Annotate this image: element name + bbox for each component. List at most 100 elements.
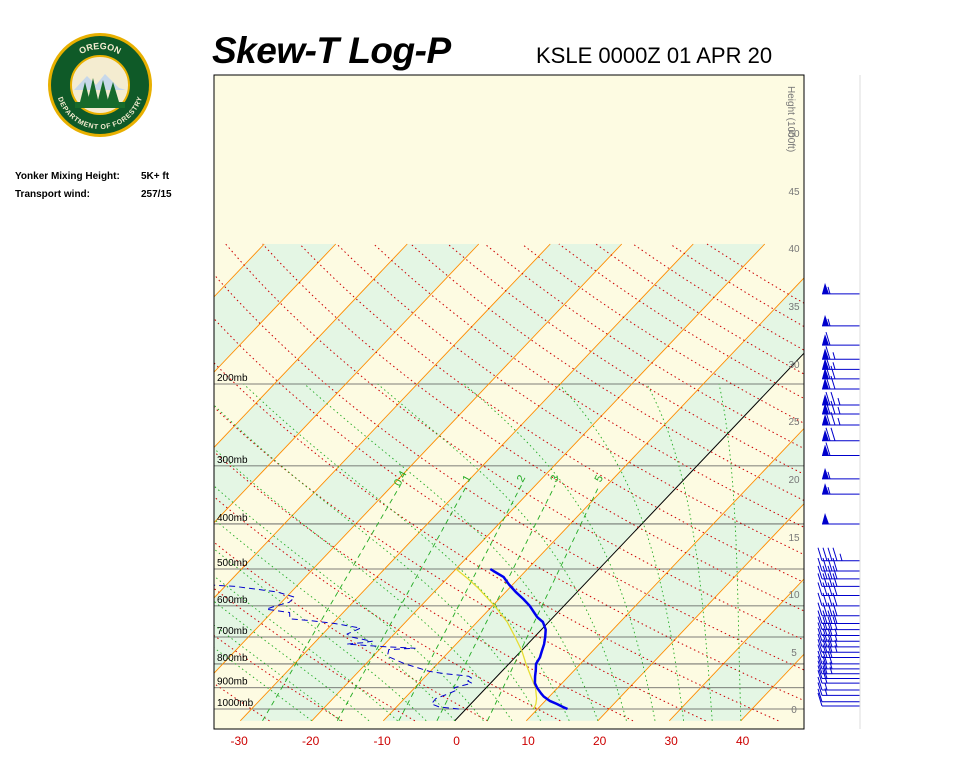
transport-wind-label: Transport wind: xyxy=(15,189,90,200)
isotherm-line xyxy=(214,243,551,599)
temperature-tick-label: 40 xyxy=(736,734,750,748)
wind-barb xyxy=(822,282,860,295)
dry-adiabat-line xyxy=(214,451,634,722)
isotherm-line xyxy=(668,578,804,722)
height-tick-label: 45 xyxy=(788,187,800,198)
wind-barb xyxy=(817,592,860,607)
isotherm-line xyxy=(597,503,804,722)
temperature-tick-label: -30 xyxy=(230,734,248,748)
pressure-label: 500mb xyxy=(217,558,248,569)
wind-barb xyxy=(817,670,860,684)
pressure-label: 400mb xyxy=(217,513,248,524)
isotherm-line xyxy=(0,244,121,721)
isotherm-band xyxy=(0,244,50,721)
isotherm-line xyxy=(214,243,480,524)
wind-barb xyxy=(817,676,860,691)
wind-barb xyxy=(822,391,860,406)
height-tick-label: 10 xyxy=(788,590,800,601)
dry-adiabat-line xyxy=(214,682,270,722)
wind-barb xyxy=(822,346,860,360)
temperature-tick-label: -20 xyxy=(302,734,320,748)
pressure-label: 900mb xyxy=(217,677,248,688)
moist-adiabat-line xyxy=(214,485,484,722)
wind-barb xyxy=(822,314,860,327)
wind-barb xyxy=(822,442,860,457)
wind-barb xyxy=(817,650,860,665)
isotherm-band xyxy=(0,244,193,721)
zero-isotherm-line xyxy=(454,352,804,722)
moist-adiabat-line xyxy=(464,383,656,721)
isotherm-line xyxy=(239,243,694,722)
logo-ground xyxy=(75,102,125,108)
wind-barb xyxy=(822,512,860,525)
moist-adiabat-line xyxy=(304,383,599,721)
dry-adiabat-line xyxy=(214,317,804,702)
pressure-label: 800mb xyxy=(217,653,248,664)
wind-barb xyxy=(817,692,860,707)
height-tick-label: 15 xyxy=(788,533,800,544)
height-tick-label: 40 xyxy=(788,244,800,255)
plot-frame xyxy=(213,74,805,730)
station-time-label: KSLE 0000Z 01 APR 20 xyxy=(536,43,773,68)
dry-adiabat-line xyxy=(0,244,197,721)
wind-barb xyxy=(817,639,860,653)
wind-barb xyxy=(817,665,860,680)
dry-adiabat-line xyxy=(214,406,706,722)
isotherm-line xyxy=(525,427,804,722)
pressure-label: 700mb xyxy=(217,626,248,637)
wind-barb xyxy=(822,483,860,495)
moist-adiabat-line xyxy=(243,383,570,721)
moist-adiabat-line xyxy=(214,575,398,722)
mixing-ratio-label: 5 xyxy=(593,473,606,484)
moist-adiabat-line xyxy=(214,518,456,722)
pressure-label: 600mb xyxy=(217,595,248,606)
wind-barb xyxy=(822,427,860,442)
chart-title: Skew-T Log-P xyxy=(212,30,451,71)
mixing-ratio-label: 1 xyxy=(460,473,473,484)
transport-wind-row: Transport wind: 257/15 xyxy=(15,189,172,200)
wind-barb xyxy=(817,602,860,617)
dry-adiabat-line xyxy=(0,244,124,721)
wind-barb xyxy=(817,565,860,580)
height-tick-label: 30 xyxy=(788,360,800,371)
wind-barb xyxy=(817,582,860,596)
mixing-ratio-line xyxy=(262,484,401,721)
isotherm-line xyxy=(382,277,804,722)
wind-barb xyxy=(817,622,860,637)
height-tick-label: 35 xyxy=(788,302,800,313)
oregon-forestry-logo: OREGON DEPARTMENT OF FORESTRY xyxy=(48,33,152,137)
wind-barb xyxy=(817,655,860,670)
temperature-trace xyxy=(489,567,569,711)
temperature-tick-label: -10 xyxy=(373,734,391,748)
transport-wind-value: 257/15 xyxy=(141,189,172,200)
height-tick-label: 25 xyxy=(788,417,800,428)
moist-adiabat-line xyxy=(214,447,513,722)
mixing-ratio-line xyxy=(486,484,600,721)
isotherm-band xyxy=(812,244,960,721)
mixing-ratio-label: 3 xyxy=(548,473,561,484)
height-tick-label: 0 xyxy=(791,705,797,716)
wind-barb xyxy=(817,682,860,696)
mixing-height-value: 5K+ ft xyxy=(141,171,170,182)
wind-barb xyxy=(817,547,860,562)
mixing-height-row: Yonker Mixing Height: 5K+ ft xyxy=(15,171,169,182)
moist-adiabat-line xyxy=(646,383,713,721)
logo-top-text: OREGON xyxy=(77,41,122,56)
dry-adiabat-line xyxy=(262,243,804,612)
temperature-tick-label: 20 xyxy=(593,734,607,748)
wind-barb xyxy=(817,633,860,648)
isotherm-line xyxy=(0,244,193,721)
wind-barb xyxy=(817,557,860,572)
moist-adiabat-line xyxy=(558,383,685,721)
wind-barb xyxy=(822,400,860,415)
moist-adiabat-line xyxy=(214,600,370,722)
isotherm-line xyxy=(0,244,50,721)
dewpoint-trace xyxy=(214,584,473,710)
parcel-trace xyxy=(455,568,538,710)
mixing-ratio-line xyxy=(436,484,556,721)
height-tick-label: 5 xyxy=(791,648,797,659)
dry-adiabat-line xyxy=(373,243,804,528)
isotherm-line xyxy=(311,243,766,722)
dry-adiabat-line xyxy=(447,243,804,475)
